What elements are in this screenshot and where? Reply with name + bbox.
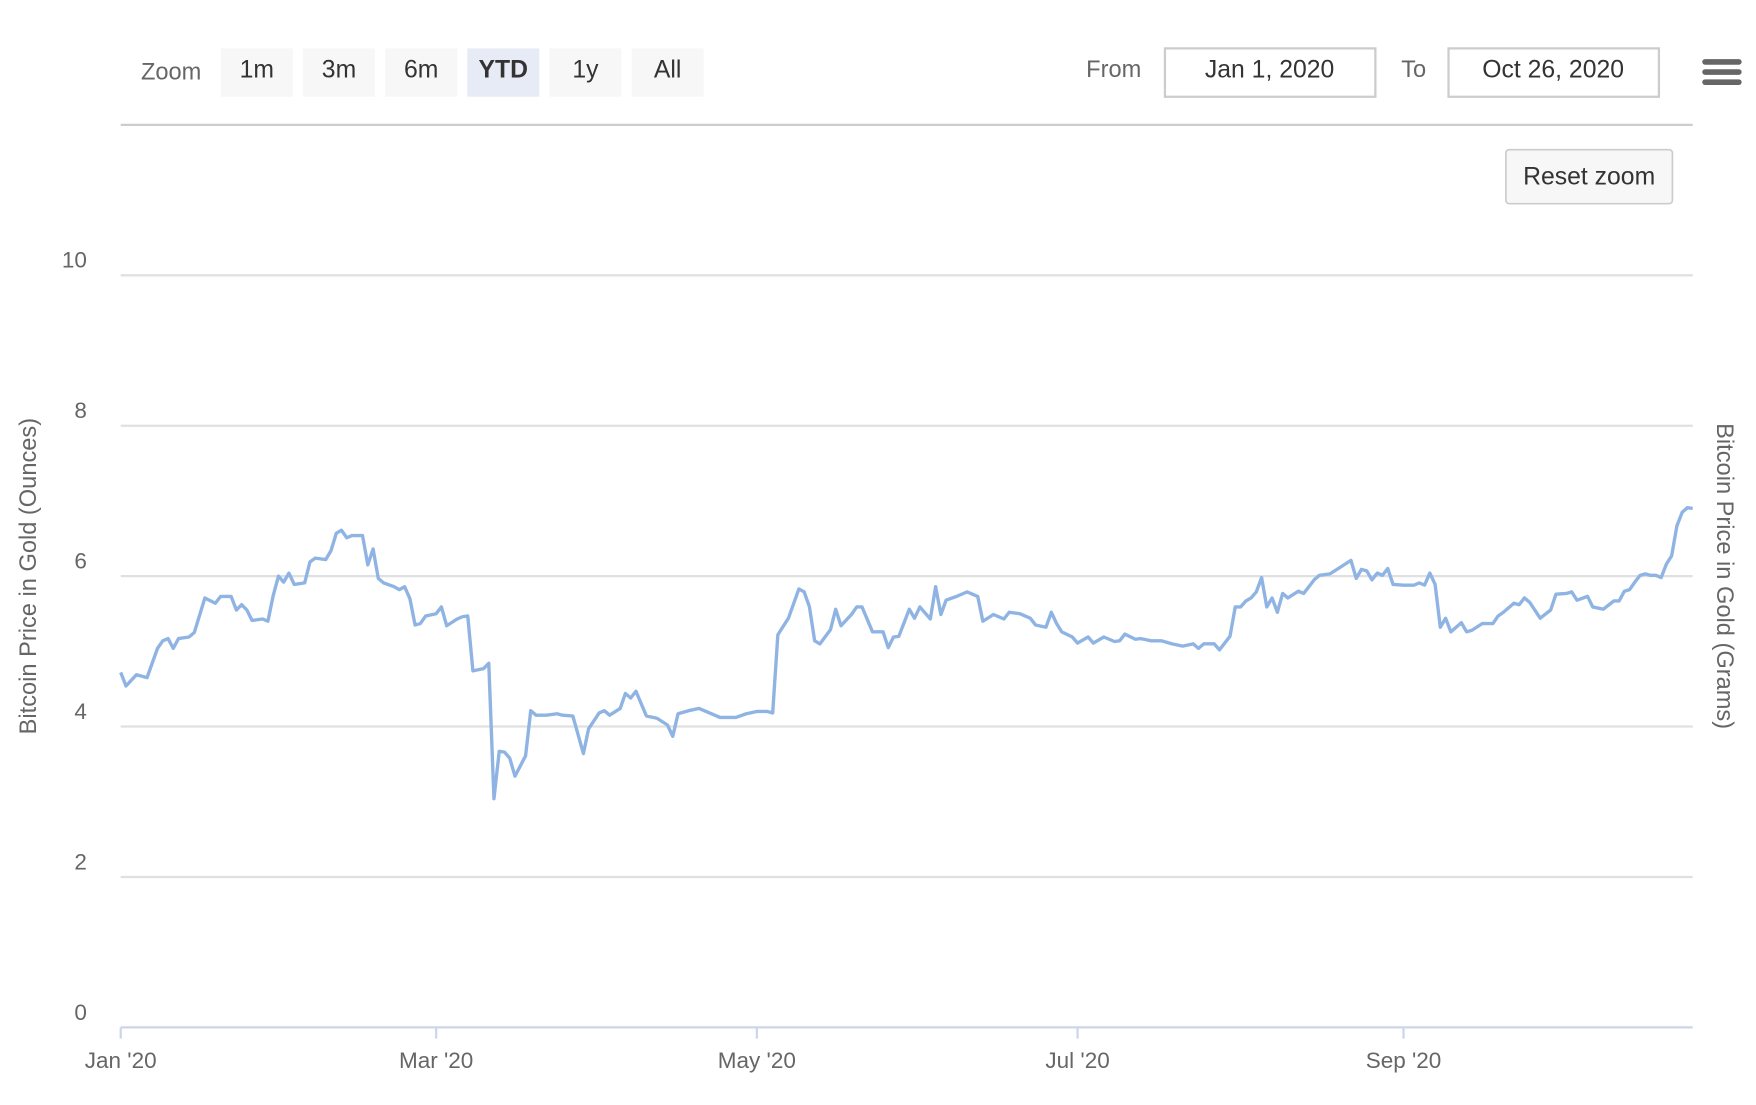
x-tick-label: Jan '20 bbox=[85, 1048, 157, 1073]
reset-zoom-button[interactable] bbox=[1505, 148, 1674, 205]
reset-zoom-label[interactable]: Reset zoom bbox=[1523, 163, 1655, 190]
zoom-button-label[interactable]: 1y bbox=[572, 56, 599, 83]
zoom-button-label[interactable]: 3m bbox=[322, 56, 356, 83]
zoom-button[interactable] bbox=[467, 48, 540, 97]
zoom-button-label[interactable]: All bbox=[654, 56, 682, 83]
zoom-button[interactable] bbox=[302, 48, 376, 97]
y-tick-label: 6 bbox=[74, 549, 87, 574]
x-tick-label: Sep '20 bbox=[1366, 1048, 1442, 1073]
price-line bbox=[119, 506, 1693, 801]
zoom-label: Zoom bbox=[141, 59, 201, 85]
to-input[interactable] bbox=[1447, 47, 1661, 98]
zoom-button-label[interactable]: 6m bbox=[404, 56, 438, 83]
to-value[interactable]: Oct 26, 2020 bbox=[1482, 56, 1624, 83]
y-tick-label: 2 bbox=[74, 849, 87, 874]
menu-button[interactable] bbox=[1699, 50, 1745, 94]
y2-axis-title: Bitcoin Price in Gold (Grams) bbox=[1711, 423, 1737, 729]
zoom-button-label[interactable]: 1m bbox=[240, 56, 274, 83]
x-tick-label: Jul '20 bbox=[1045, 1048, 1109, 1073]
zoom-button[interactable] bbox=[220, 48, 293, 97]
y-axis-title: Bitcoin Price in Gold (Ounces) bbox=[16, 418, 42, 734]
y-tick-label: 10 bbox=[62, 248, 87, 273]
zoom-button[interactable] bbox=[631, 48, 704, 97]
zoom-button[interactable] bbox=[385, 48, 458, 97]
zoom-button-label[interactable]: YTD bbox=[479, 56, 529, 83]
grid: 0 2 4 6 8 10 Jan '20 Mar '20 May '20 Jul '20 Sep '… bbox=[62, 248, 1693, 1073]
y-tick-label: 4 bbox=[74, 699, 87, 724]
from-value[interactable]: Jan 1, 2020 bbox=[1205, 56, 1334, 83]
x-tick-label: May '20 bbox=[718, 1048, 796, 1073]
zoom-button[interactable] bbox=[549, 48, 622, 97]
from-label: From bbox=[1086, 57, 1141, 83]
x-tick-label: Mar '20 bbox=[399, 1048, 473, 1073]
to-label: To bbox=[1401, 57, 1426, 83]
from-input[interactable] bbox=[1163, 47, 1377, 98]
y-tick-label: 8 bbox=[74, 398, 87, 423]
zoom-buttons: 1m 3m 6m YTD 1y All bbox=[220, 48, 704, 97]
y-tick-label: 0 bbox=[74, 1000, 87, 1025]
plot bbox=[119, 506, 1693, 801]
